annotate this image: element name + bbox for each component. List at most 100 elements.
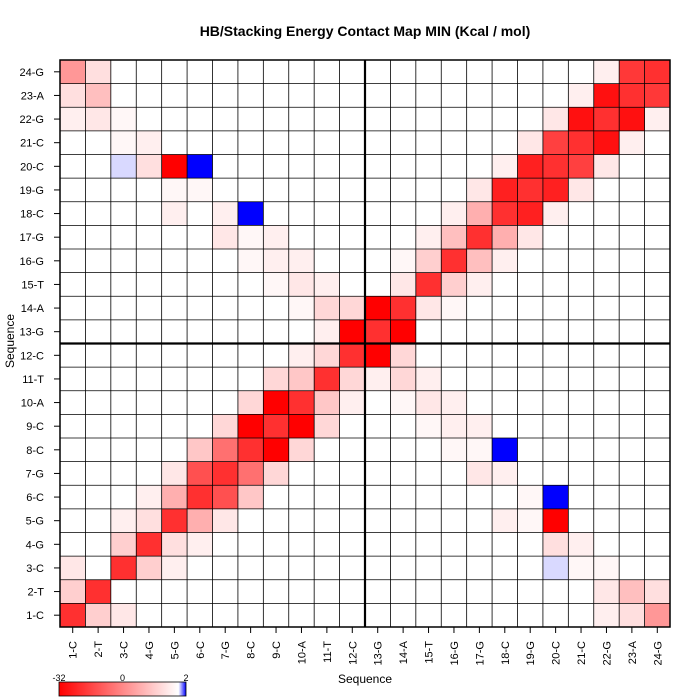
- heatmap-cell: [415, 249, 442, 273]
- y-tick-label: 18-C: [20, 209, 44, 221]
- x-tick-label: 12-C: [347, 641, 359, 665]
- heatmap-cell: [517, 178, 543, 202]
- heatmap-cell: [110, 532, 137, 557]
- heatmap-cell: [187, 438, 213, 462]
- heatmap-cell: [644, 107, 670, 131]
- heatmap-cell: [466, 249, 493, 273]
- y-tick-label: 23-A: [21, 90, 45, 102]
- x-tick-label: 14-A: [398, 640, 410, 664]
- heatmap-cell: [161, 461, 188, 486]
- heatmap-cell: [288, 438, 315, 462]
- x-tick-label: 7-G: [220, 641, 232, 659]
- heatmap-cell: [619, 603, 645, 627]
- heatmap-cell: [390, 343, 416, 368]
- heatmap-cell: [619, 579, 645, 604]
- heatmap-cell: [542, 130, 569, 155]
- heatmap-cell: [161, 508, 188, 533]
- heatmap-cell: [314, 414, 340, 438]
- heatmap-cell: [237, 438, 264, 462]
- heatmap-cell: [187, 532, 213, 557]
- heatmap-cell: [365, 343, 391, 368]
- heatmap-cell: [237, 225, 264, 249]
- x-tick-label: 2-T: [93, 641, 105, 658]
- heatmap-cell: [568, 178, 594, 202]
- heatmap-cell: [415, 367, 442, 391]
- heatmap-cell: [415, 390, 442, 415]
- heatmap-cell: [390, 319, 416, 344]
- heatmap-cell: [60, 60, 86, 84]
- colorbar-gradient: [58, 681, 187, 697]
- heatmap-cell: [365, 319, 391, 344]
- heatmap-cell: [212, 508, 238, 533]
- heatmap-cell: [390, 296, 416, 320]
- x-tick-label: 9-C: [271, 641, 283, 659]
- heatmap-cell: [212, 485, 238, 509]
- heatmap-cell: [441, 225, 467, 249]
- heatmap-cell: [441, 296, 467, 320]
- x-tick-label: 23-A: [627, 640, 639, 664]
- y-tick-label: 3-C: [26, 563, 44, 575]
- heatmap-cell: [288, 414, 315, 438]
- heatmap-cell: [314, 367, 340, 391]
- y-tick-label: 4-G: [26, 539, 44, 551]
- heatmap-cell: [568, 130, 594, 155]
- x-tick-label: 8-C: [246, 641, 258, 659]
- y-tick-label: 20-C: [20, 161, 44, 173]
- heatmap-cell: [492, 201, 518, 226]
- heatmap-cell: [237, 249, 264, 273]
- heatmap-cell: [314, 390, 340, 415]
- y-tick-label: 5-G: [26, 516, 44, 528]
- heatmap-cell: [263, 249, 289, 273]
- heatmap-cell: [390, 367, 416, 391]
- heatmap-cell: [85, 83, 111, 108]
- heatmap-cell: [415, 272, 442, 297]
- heatmap-cell: [314, 296, 340, 320]
- heatmap-cell: [161, 485, 188, 509]
- x-tick-labels: 1-C 2-T 3-C 4-G 5-G 6-C 7-G 8-C 9-C 10-A 11-T 12-C 1…: [68, 627, 664, 665]
- heatmap-cell: [85, 579, 111, 604]
- heatmap-cell: [314, 272, 340, 297]
- heatmap-cell: [619, 60, 645, 84]
- heatmap-cell: [593, 60, 620, 84]
- heatmap-cell: [390, 272, 416, 297]
- heatmap-cell: [85, 60, 111, 84]
- heatmap-cell: [441, 438, 467, 462]
- heatmap-cell: [542, 485, 569, 509]
- x-tick-label: 1-C: [68, 641, 80, 659]
- heatmap-cell: [136, 130, 162, 155]
- heatmap-cell: [542, 178, 569, 202]
- heatmap-cell: [60, 83, 86, 108]
- heatmap-cell: [339, 390, 365, 415]
- heatmap-cell: [365, 296, 391, 320]
- y-tick-label: 14-A: [21, 303, 45, 315]
- heatmap-cell: [212, 201, 238, 226]
- y-tick-label: 7-G: [26, 468, 44, 480]
- heatmap-cell: [517, 154, 543, 179]
- y-tick-label: 12-C: [20, 350, 44, 362]
- x-tick-label: 18-C: [500, 641, 512, 665]
- heatmap-cell: [517, 225, 543, 249]
- y-tick-label: 11-T: [22, 374, 44, 386]
- y-tick-label: 21-C: [20, 138, 44, 150]
- heatmap-cell: [161, 201, 188, 226]
- x-tick-label: 19-G: [525, 641, 537, 665]
- heatmap-cell: [136, 556, 162, 580]
- sequence-dividers: [60, 60, 670, 627]
- heatmap-cell: [644, 603, 670, 627]
- heatmap-cell: [339, 367, 365, 391]
- heatmap-cell: [288, 343, 315, 368]
- heatmap-cell: [492, 438, 518, 462]
- heatmap-cell: [212, 225, 238, 249]
- heatmap-cell: [441, 272, 467, 297]
- heatmap-cell: [110, 154, 137, 179]
- heatmap-cell: [365, 367, 391, 391]
- heatmap-cell: [288, 272, 315, 297]
- y-tick-label: 9-C: [26, 421, 44, 433]
- heatmap-cell: [466, 178, 493, 202]
- y-tick-label: 24-G: [20, 67, 44, 79]
- heatmap-cell: [466, 438, 493, 462]
- heatmap-cell: [542, 201, 569, 226]
- heatmap-cell: [85, 603, 111, 627]
- heatmap-cell: [517, 130, 543, 155]
